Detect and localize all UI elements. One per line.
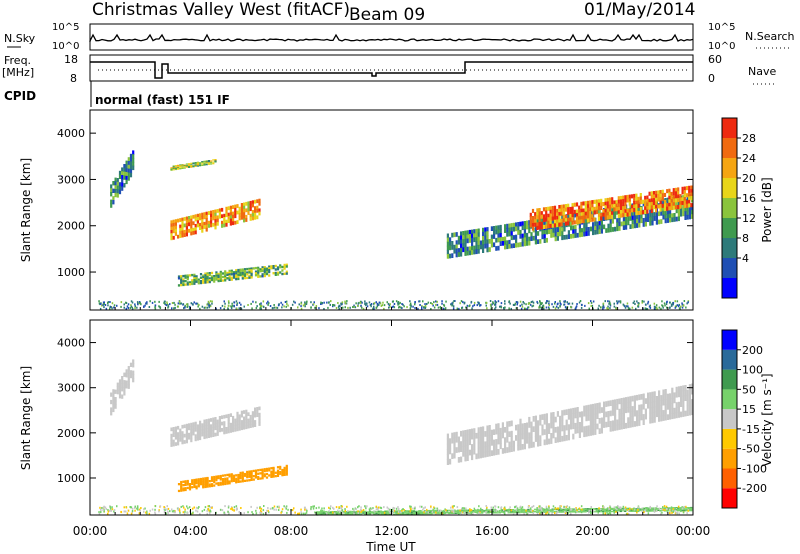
velocity-panel: 1000 2000 3000 4000 00:00 04:00 08:00 12:00 16:… <box>19 307 774 554</box>
velocity-swatch <box>722 488 737 508</box>
noise-tick-bottom-left: 10^0 <box>52 41 79 52</box>
velocity-swatch <box>722 468 737 489</box>
velocity-swatch <box>722 409 737 429</box>
velocity-ytick-label: 3000 <box>57 382 85 395</box>
velocity-ytick-label: 1000 <box>57 472 85 485</box>
time-tick-label: 08:00 <box>274 524 309 538</box>
power-tick-label: 16 <box>742 192 756 205</box>
nave-label: Nave <box>748 65 776 78</box>
power-cbar-label: Power [dB] <box>760 177 774 242</box>
cpid-text: normal (fast) 151 IF <box>95 93 230 107</box>
power-swatch <box>722 218 737 238</box>
power-tick-label: 12 <box>742 212 756 225</box>
heat-feature <box>110 359 135 416</box>
power-swatch <box>722 238 737 258</box>
velocity-colorbar: 200 100 50 15 -15 -50 -100 -200 <box>721 329 767 509</box>
power-data <box>98 150 694 310</box>
time-tick-label: 04:00 <box>173 524 208 538</box>
heat-feature <box>170 406 261 447</box>
power-ylabel: Slant Range [km] <box>19 158 33 262</box>
power-swatch <box>722 258 737 278</box>
velocity-ytick-label: 4000 <box>57 337 85 350</box>
velocity-swatch <box>722 428 737 449</box>
power-tick-label: 8 <box>742 232 749 245</box>
noise-panel: N.Sky 10^5 10^0 10^5 10^0 N.Search <box>4 22 795 52</box>
velocity-tick-label: -200 <box>742 482 767 495</box>
beam-label: Beam 09 <box>349 5 425 25</box>
velocity-swatch <box>722 330 737 350</box>
time-tick-label: 16:00 <box>475 524 510 538</box>
vel-cbar-label: Velocity [m s⁻¹] <box>760 373 774 466</box>
noise-tick-top-left: 10^5 <box>52 22 79 33</box>
velocity-swatch <box>722 369 737 390</box>
velocity-tick-label: -15 <box>742 423 760 436</box>
noise-left-label: N.Sky <box>4 32 36 45</box>
velocity-swatch <box>722 389 737 410</box>
velocity-tick-label: 200 <box>742 344 763 357</box>
power-swatch <box>722 158 737 178</box>
freq-tick-top-left: 18 <box>64 53 78 66</box>
power-swatch <box>722 118 737 138</box>
heat-feature <box>170 198 261 241</box>
velocity-tick-label: -50 <box>742 443 760 456</box>
date-label: 01/May/2014 <box>584 0 696 20</box>
heat-feature <box>177 263 288 287</box>
noise-tick-top-right: 10^5 <box>708 22 735 33</box>
power-tick-label: 4 <box>742 252 749 265</box>
noise-sky-line <box>89 33 694 42</box>
power-tick-label: 28 <box>742 132 756 145</box>
freq-label-2: [MHz] <box>2 66 34 79</box>
power-swatch <box>722 278 737 298</box>
power-swatch <box>722 178 737 198</box>
time-tick-label: 00:00 <box>676 524 711 538</box>
power-panel: 1000 2000 3000 4000 Slant Range [km] 28 24 20… <box>19 109 774 311</box>
power-tick-label: 20 <box>742 172 756 185</box>
heat-feature <box>177 464 288 493</box>
freq-tick-bottom-left: 8 <box>70 72 77 85</box>
velocity-swatch <box>722 448 737 469</box>
power-ytick-label: 3000 <box>57 173 85 186</box>
velocity-data <box>98 359 694 516</box>
time-xlabel: Time UT <box>365 540 416 554</box>
velocity-tick-label: 50 <box>742 383 756 396</box>
freq-label-1: Freq. <box>4 54 31 67</box>
noise-tick-bottom-right: 10^0 <box>708 41 735 52</box>
power-tick-label: 24 <box>742 152 756 165</box>
power-ytick-label: 1000 <box>57 266 85 279</box>
velocity-tick-label: 15 <box>742 403 756 416</box>
heat-feature <box>446 383 694 465</box>
velocity-tick-label: 100 <box>742 364 763 377</box>
freq-tick-top-right: 60 <box>708 53 722 66</box>
cpid-row: CPID normal (fast) 151 IF <box>4 81 230 107</box>
noise-right-label: N.Search <box>745 30 795 43</box>
heat-feature <box>529 185 693 231</box>
time-tick-label: 20:00 <box>575 524 610 538</box>
power-ytick-label: 2000 <box>57 220 85 233</box>
vel-ylabel: Slant Range [km] <box>19 366 33 470</box>
freq-tick-bottom-right: 0 <box>708 72 715 85</box>
velocity-tick-label: -100 <box>742 462 767 475</box>
velocity-swatch <box>722 349 737 370</box>
station-title: Christmas Valley West (fitACF) <box>92 0 350 20</box>
power-colorbar: 28 24 20 16 12 8 4 <box>721 117 756 299</box>
heat-feature <box>170 159 217 171</box>
power-swatch <box>722 198 737 218</box>
time-tick-label: 00:00 <box>73 524 108 538</box>
power-ytick-label: 4000 <box>57 127 85 140</box>
cpid-label: CPID <box>4 89 36 103</box>
freq-line <box>90 61 693 79</box>
freq-panel: Freq. [MHz] 18 8 60 0 Nave <box>2 53 776 85</box>
time-tick-label: 12:00 <box>374 524 409 538</box>
power-swatch <box>722 138 737 158</box>
heat-feature <box>110 150 135 208</box>
velocity-ytick-label: 2000 <box>57 427 85 440</box>
